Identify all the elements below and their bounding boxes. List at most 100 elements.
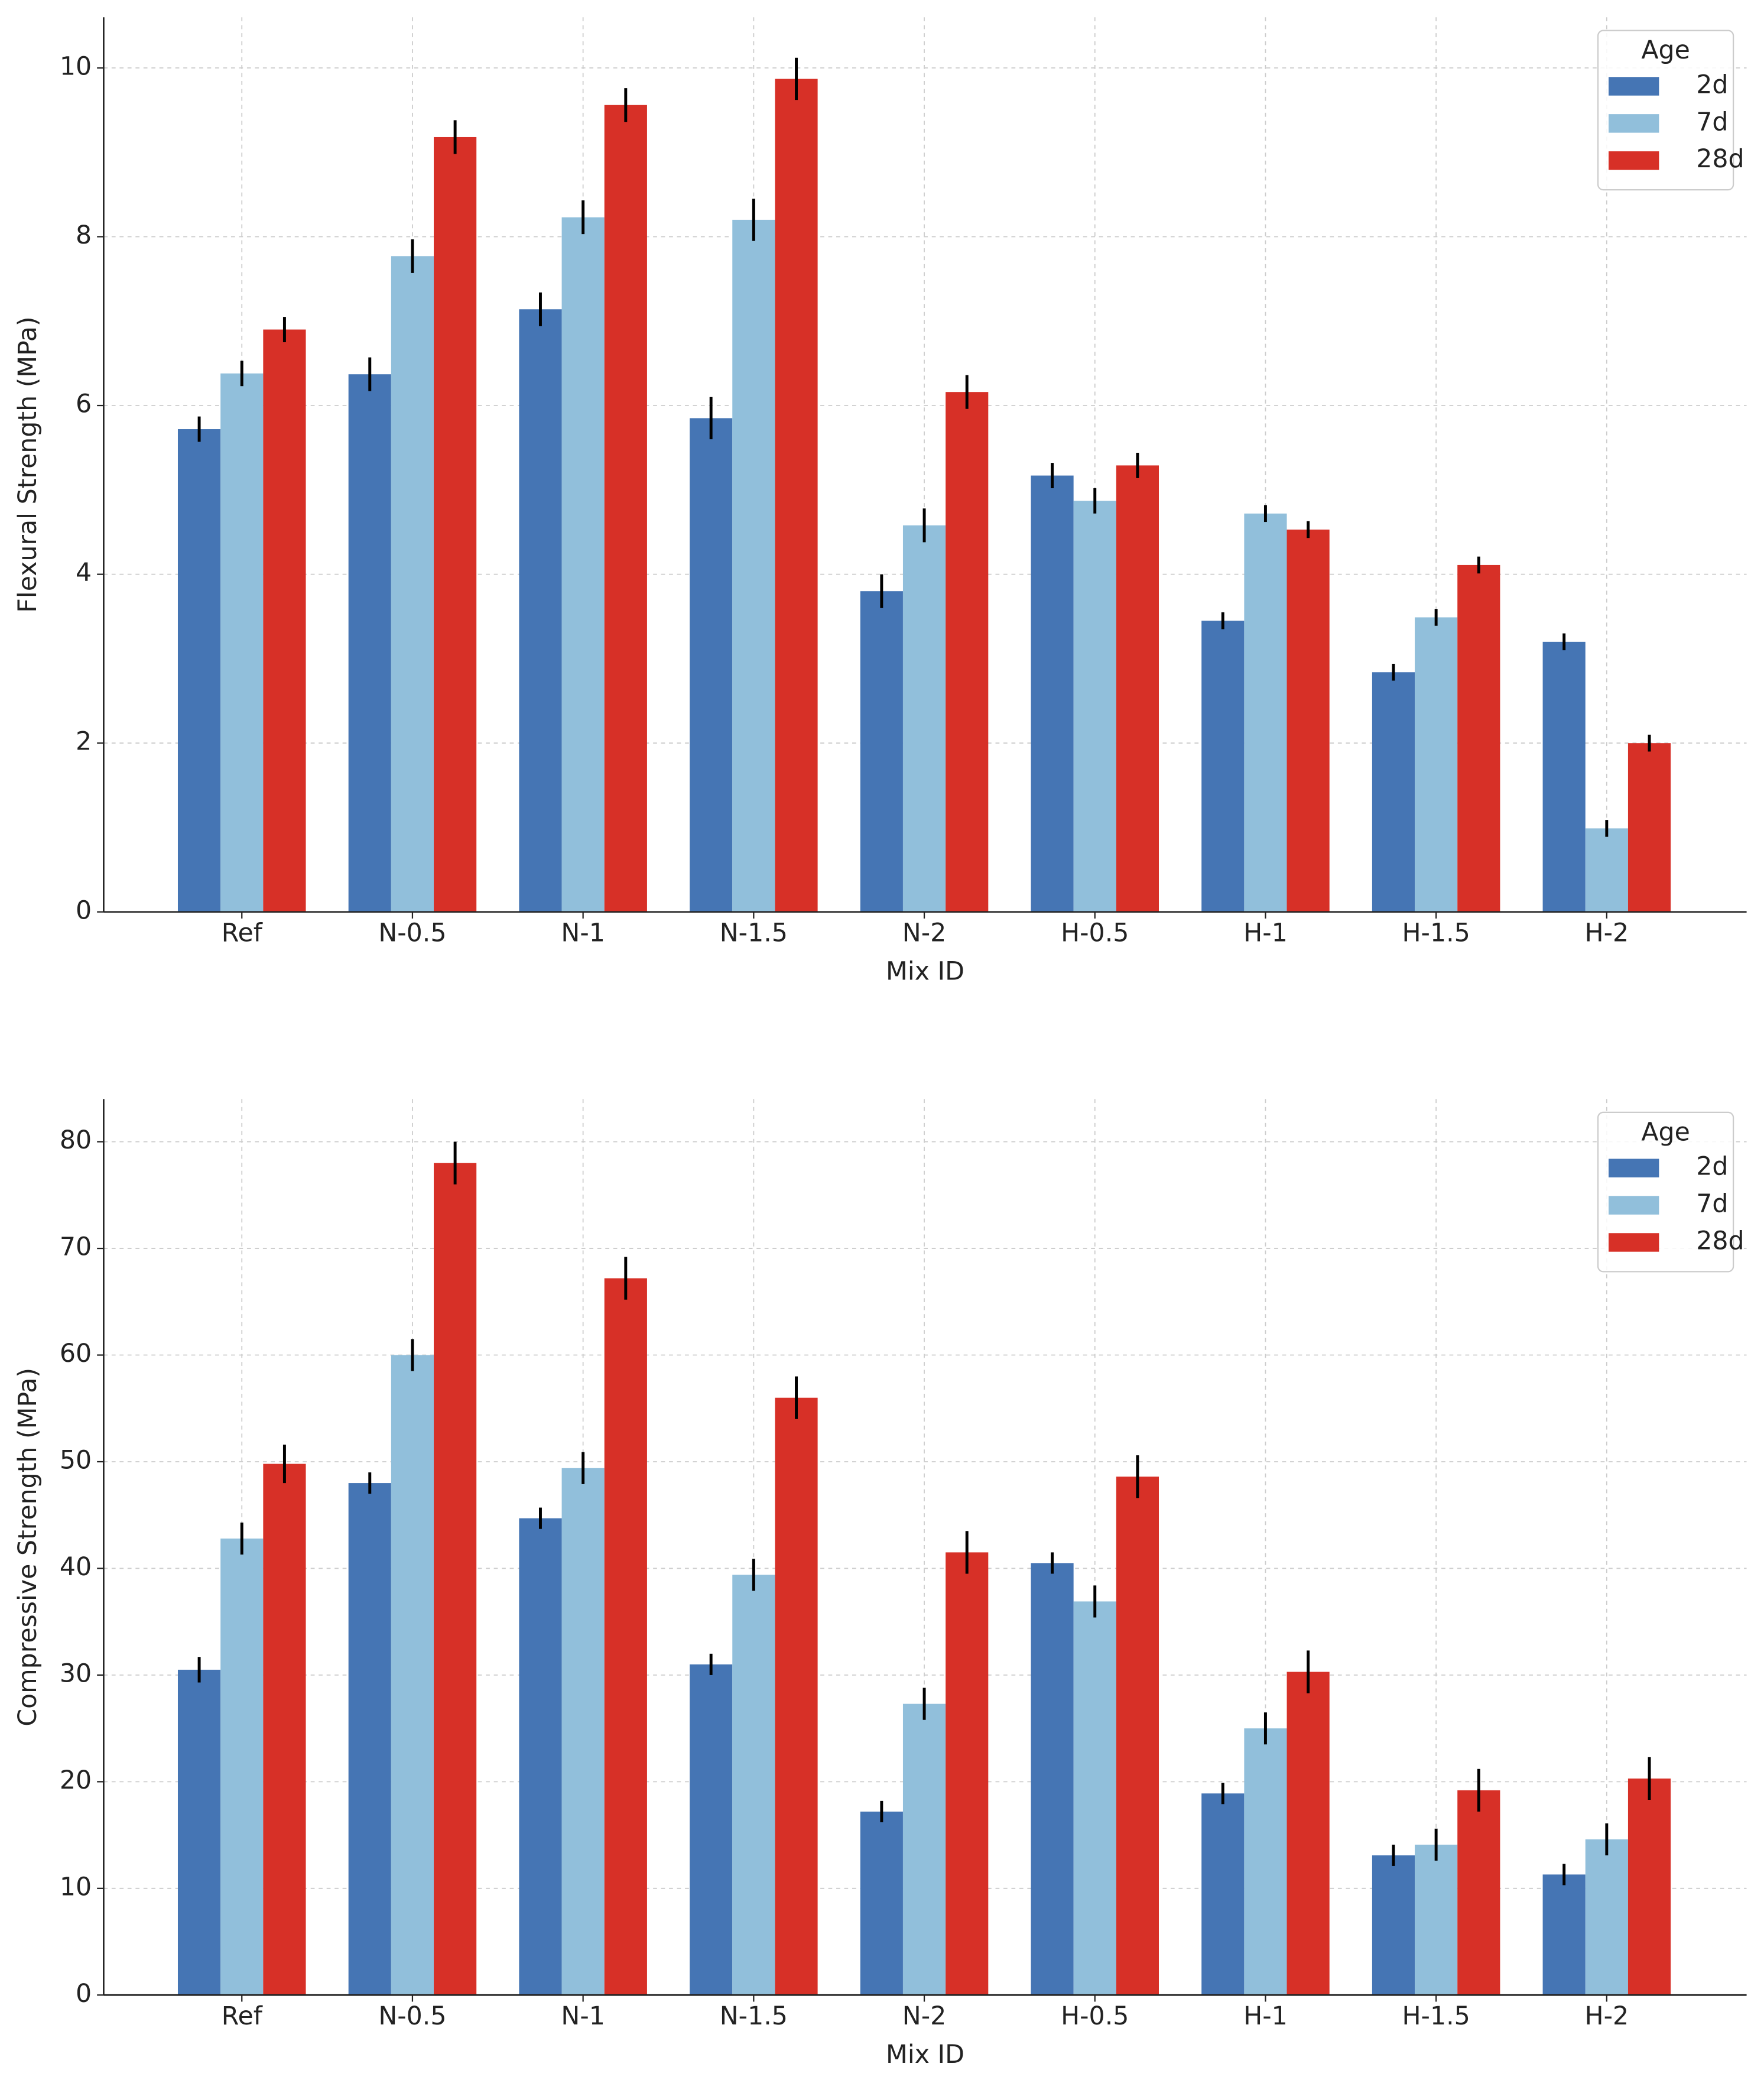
x-tick-label: H-1 — [1243, 2001, 1288, 2031]
y-tick-label: 10 — [60, 51, 92, 81]
x-tick-label: N-1.5 — [720, 918, 788, 947]
x-tick-label: H-1.5 — [1402, 918, 1470, 947]
bar — [1372, 1855, 1415, 1995]
x-tick-label: N-0.5 — [378, 2001, 446, 2031]
legend-title: Age — [1641, 1117, 1690, 1147]
bar — [220, 373, 264, 912]
bar — [263, 1464, 306, 1995]
bar — [902, 1703, 946, 1995]
legend-swatch — [1609, 1196, 1659, 1215]
x-tick-label: H-1 — [1243, 918, 1288, 947]
bar — [519, 309, 562, 912]
legend-label: 28d — [1696, 1226, 1744, 1255]
bar — [519, 1518, 562, 1995]
bar — [220, 1538, 264, 1995]
bar — [1457, 1790, 1500, 1995]
legend-label: 2d — [1696, 70, 1728, 99]
bar — [1585, 1839, 1628, 1995]
x-tick-label: N-1 — [561, 2001, 605, 2031]
legend-title: Age — [1641, 35, 1690, 65]
bar — [177, 1669, 221, 1995]
y-tick-label: 50 — [60, 1445, 92, 1475]
y-tick-label: 40 — [60, 1552, 92, 1582]
bar — [434, 137, 477, 912]
y-tick-label: 30 — [60, 1659, 92, 1688]
bar — [1201, 1793, 1245, 1995]
bar — [263, 329, 306, 912]
legend-swatch — [1609, 1159, 1659, 1177]
bar — [775, 1397, 818, 1995]
bar — [775, 79, 818, 912]
bar — [1116, 1477, 1159, 1995]
bar — [1415, 617, 1458, 912]
bar — [1287, 529, 1330, 912]
bar — [690, 418, 733, 912]
bar — [1542, 1874, 1586, 1995]
x-axis-label: Mix ID — [886, 957, 964, 987]
y-axis-label: Compressive Strength (MPa) — [13, 1368, 43, 1727]
bar — [860, 591, 903, 912]
legend-label: 7d — [1696, 1189, 1728, 1219]
bar — [391, 1355, 434, 1995]
bar — [1457, 564, 1500, 912]
bar — [1627, 1778, 1671, 1995]
bar — [1585, 828, 1628, 912]
x-tick-label: Ref — [222, 2001, 263, 2031]
y-axis-label: Flexural Strength (MPa) — [13, 316, 43, 612]
bar — [732, 1575, 775, 1995]
bar — [1031, 1563, 1074, 1995]
bar — [902, 525, 946, 912]
y-tick-label: 0 — [76, 895, 92, 925]
bar — [1415, 1844, 1458, 1995]
x-tick-label: N-2 — [902, 918, 946, 947]
bar — [561, 1468, 605, 1995]
bar — [434, 1163, 477, 1995]
bar — [604, 1278, 647, 1995]
legend-swatch — [1609, 114, 1659, 133]
bar — [1244, 513, 1287, 912]
bar — [1073, 1601, 1116, 1995]
bar — [1627, 743, 1671, 912]
bar — [946, 1552, 989, 1995]
x-tick-label: Ref — [222, 918, 263, 947]
legend-label: 2d — [1696, 1152, 1728, 1182]
bar — [860, 1811, 903, 1995]
bar — [348, 374, 391, 912]
x-tick-label: H-1.5 — [1402, 2001, 1470, 2031]
y-tick-label: 4 — [76, 558, 92, 588]
bar — [1372, 672, 1415, 912]
legend-label: 28d — [1696, 144, 1744, 174]
bar — [946, 392, 989, 912]
x-tick-label: N-0.5 — [378, 918, 446, 947]
bar — [604, 105, 647, 912]
y-tick-label: 6 — [76, 390, 92, 419]
legend-label: 7d — [1696, 107, 1728, 137]
bar — [732, 219, 775, 912]
y-tick-label: 10 — [60, 1872, 92, 1901]
bar — [1073, 501, 1116, 912]
x-tick-label: H-0.5 — [1061, 2001, 1129, 2031]
bar — [561, 217, 605, 912]
bar — [1116, 465, 1159, 912]
bar — [690, 1664, 733, 1995]
y-tick-label: 0 — [76, 1979, 92, 2008]
bar — [1244, 1728, 1287, 1995]
legend-swatch — [1609, 77, 1659, 96]
bar — [1201, 621, 1245, 912]
bar — [391, 256, 434, 912]
y-tick-label: 20 — [60, 1766, 92, 1795]
bar — [1542, 641, 1586, 912]
bar — [1287, 1672, 1330, 1995]
bar — [177, 429, 221, 912]
y-tick-label: 70 — [60, 1232, 92, 1262]
bar — [348, 1483, 391, 1995]
x-tick-label: H-2 — [1585, 918, 1629, 947]
y-tick-label: 60 — [60, 1339, 92, 1368]
x-axis-label: Mix ID — [886, 2040, 964, 2069]
legend-swatch — [1609, 1233, 1659, 1252]
x-tick-label: H-0.5 — [1061, 918, 1129, 947]
x-tick-label: N-1 — [561, 918, 605, 947]
y-tick-label: 8 — [76, 220, 92, 250]
bar — [1031, 475, 1074, 912]
